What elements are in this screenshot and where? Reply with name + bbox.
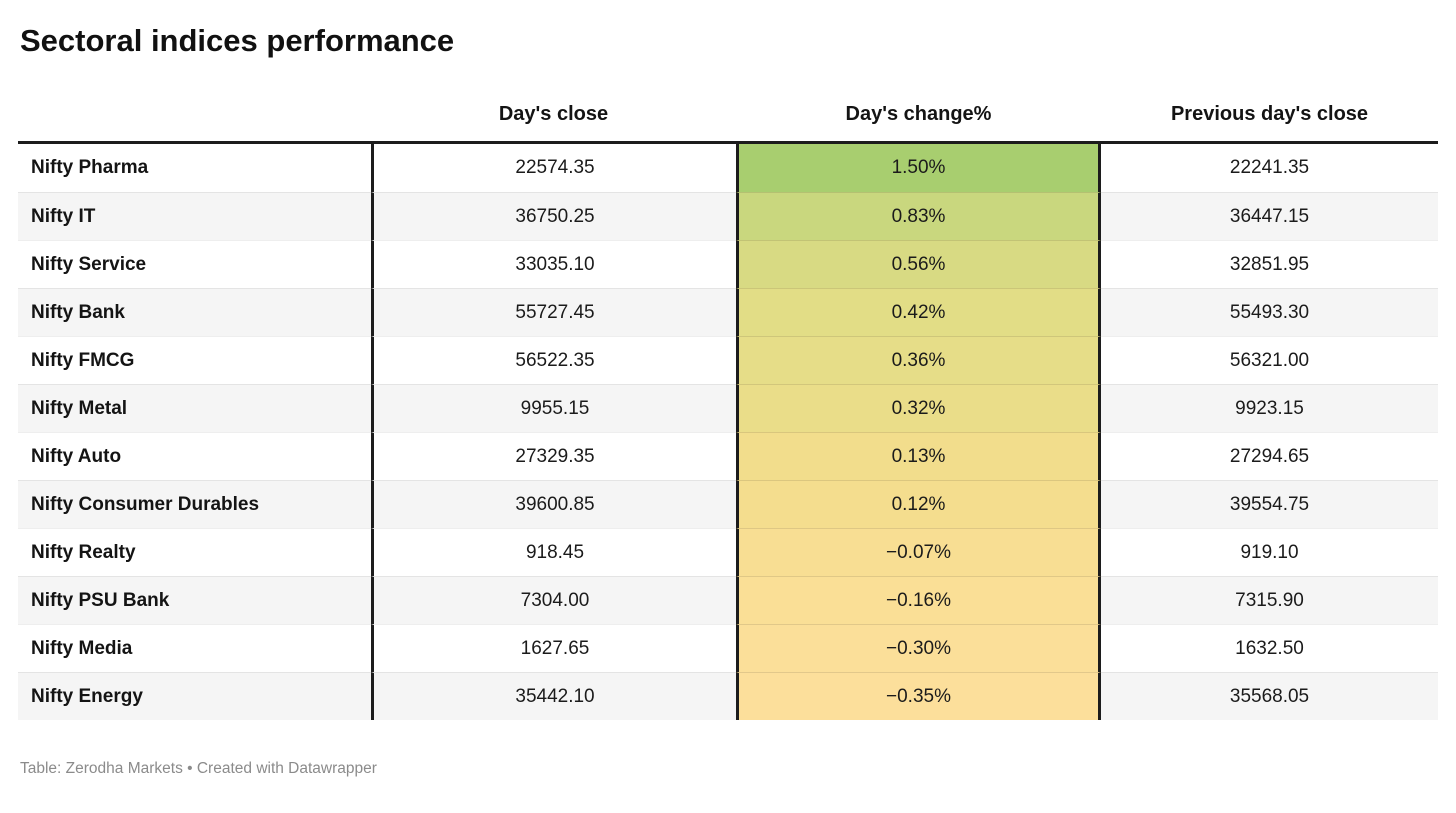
days-close-cell: 27329.35	[371, 432, 736, 481]
column-header-empty	[18, 91, 371, 145]
row-label: Nifty Media	[18, 624, 371, 672]
days-close-cell: 56522.35	[371, 336, 736, 385]
previous-days-close-cell: 22241.35	[1229, 157, 1310, 179]
days-close-cell: 9955.15	[371, 384, 736, 433]
table-row: Nifty Service 33035.10 0.56% 32851.95	[18, 240, 1438, 289]
column-header-previous-days-close: Previous day's close	[1101, 91, 1438, 145]
days-change-heatmap-cell: 0.36%	[736, 336, 1101, 385]
table-row: Nifty FMCG 56522.35 0.36% 56321.00	[18, 336, 1438, 385]
days-change-heatmap-cell: 0.56%	[736, 240, 1101, 289]
column-header-days-change: Day's change%	[736, 91, 1101, 145]
days-close-cell: 1627.65	[371, 624, 736, 673]
table-row: Nifty Energy 35442.10 −0.35% 35568.05	[18, 672, 1438, 721]
previous-days-close-cell: 56321.00	[1101, 336, 1438, 384]
table-header-row: Day's close Day's change% Previous day's…	[18, 91, 1438, 145]
page-title: Sectoral indices performance	[20, 23, 455, 58]
table-row: Nifty Media 1627.65 −0.30% 1632.50	[18, 624, 1438, 673]
table-row: Nifty Bank 55727.45 0.42% 55493.30	[18, 288, 1438, 337]
days-close-cell: 33035.10	[371, 240, 736, 289]
days-close-cell: 55727.45	[371, 288, 736, 337]
row-label: Nifty Energy	[18, 672, 371, 721]
previous-days-close-cell: 7315.90	[1101, 576, 1438, 625]
table-row: Nifty PSU Bank 7304.00 −0.16% 7315.90	[18, 576, 1438, 625]
row-label: Nifty Metal	[18, 384, 371, 433]
table-row: Nifty IT 36750.25 0.83% 36447.15	[18, 192, 1438, 241]
table-row: Nifty Realty 918.45 −0.07% 919.10	[18, 528, 1438, 577]
sectoral-indices-table: Day's close Day's change% Previous day's…	[18, 91, 1438, 721]
previous-days-close-cell: 55493.30	[1101, 288, 1438, 337]
days-close-cell: 35442.10	[371, 672, 736, 721]
days-change-heatmap-cell: 0.12%	[736, 480, 1101, 529]
days-change-heatmap-cell: −0.30%	[736, 624, 1101, 673]
table-header: Day's close Day's change% Previous day's…	[18, 91, 1438, 145]
table-attribution: Table: Zerodha Markets • Created with Da…	[20, 760, 377, 778]
row-label: Nifty Realty	[18, 528, 371, 576]
days-close-cell: 39600.85	[371, 480, 736, 529]
days-close-cell: 918.45	[371, 528, 736, 577]
previous-days-close-cell: 27294.65	[1101, 432, 1438, 480]
days-change-heatmap-cell: 0.42%	[736, 288, 1101, 337]
previous-days-close-cell: 35568.05	[1101, 672, 1438, 721]
days-change-heatmap-cell: −0.16%	[736, 576, 1101, 625]
row-label: Nifty Pharma	[31, 157, 149, 179]
row-label: Nifty PSU Bank	[18, 576, 371, 625]
previous-days-close-cell: 1632.50	[1101, 624, 1438, 672]
row-label: Nifty Service	[18, 240, 371, 288]
days-close-cell: 36750.25	[371, 192, 736, 241]
days-change-heatmap-cell: 0.83%	[736, 192, 1101, 241]
row-label: Nifty FMCG	[18, 336, 371, 384]
previous-days-close-cell: 32851.95	[1101, 240, 1438, 288]
row-label: Nifty Bank	[18, 288, 371, 337]
days-change-heatmap-cell: −0.07%	[736, 528, 1101, 577]
table-row: Nifty Pharma 22574.35 1.50% 22241.35	[18, 144, 1438, 193]
table-body: Nifty Pharma 22574.35 1.50% 22241.35 Nifty I…	[18, 144, 1438, 721]
days-close-cell: 22574.35	[371, 144, 736, 193]
table-row: Nifty Metal 9955.15 0.32% 9923.15	[18, 384, 1438, 433]
table-row: Nifty Auto 27329.35 0.13% 27294.65	[18, 432, 1438, 481]
row-label: Nifty Consumer Durables	[18, 480, 371, 529]
days-close-cell: 7304.00	[371, 576, 736, 625]
days-change-heatmap-cell: 1.50%	[736, 144, 1101, 193]
previous-days-close-cell: 9923.15	[1101, 384, 1438, 433]
row-label: Nifty Auto	[18, 432, 371, 480]
previous-days-close-cell: 36447.15	[1101, 192, 1438, 241]
table-row: Nifty Consumer Durables 39600.85 0.12% 3955…	[18, 480, 1438, 529]
row-label: Nifty IT	[18, 192, 371, 241]
previous-days-close-cell: 39554.75	[1101, 480, 1438, 529]
days-change-heatmap-cell: 0.32%	[736, 384, 1101, 433]
previous-days-close-cell: 919.10	[1101, 528, 1438, 576]
days-change-heatmap-cell: −0.35%	[736, 672, 1101, 721]
column-header-days-close: Day's close	[371, 91, 736, 145]
days-change-heatmap-cell: 0.13%	[736, 432, 1101, 481]
